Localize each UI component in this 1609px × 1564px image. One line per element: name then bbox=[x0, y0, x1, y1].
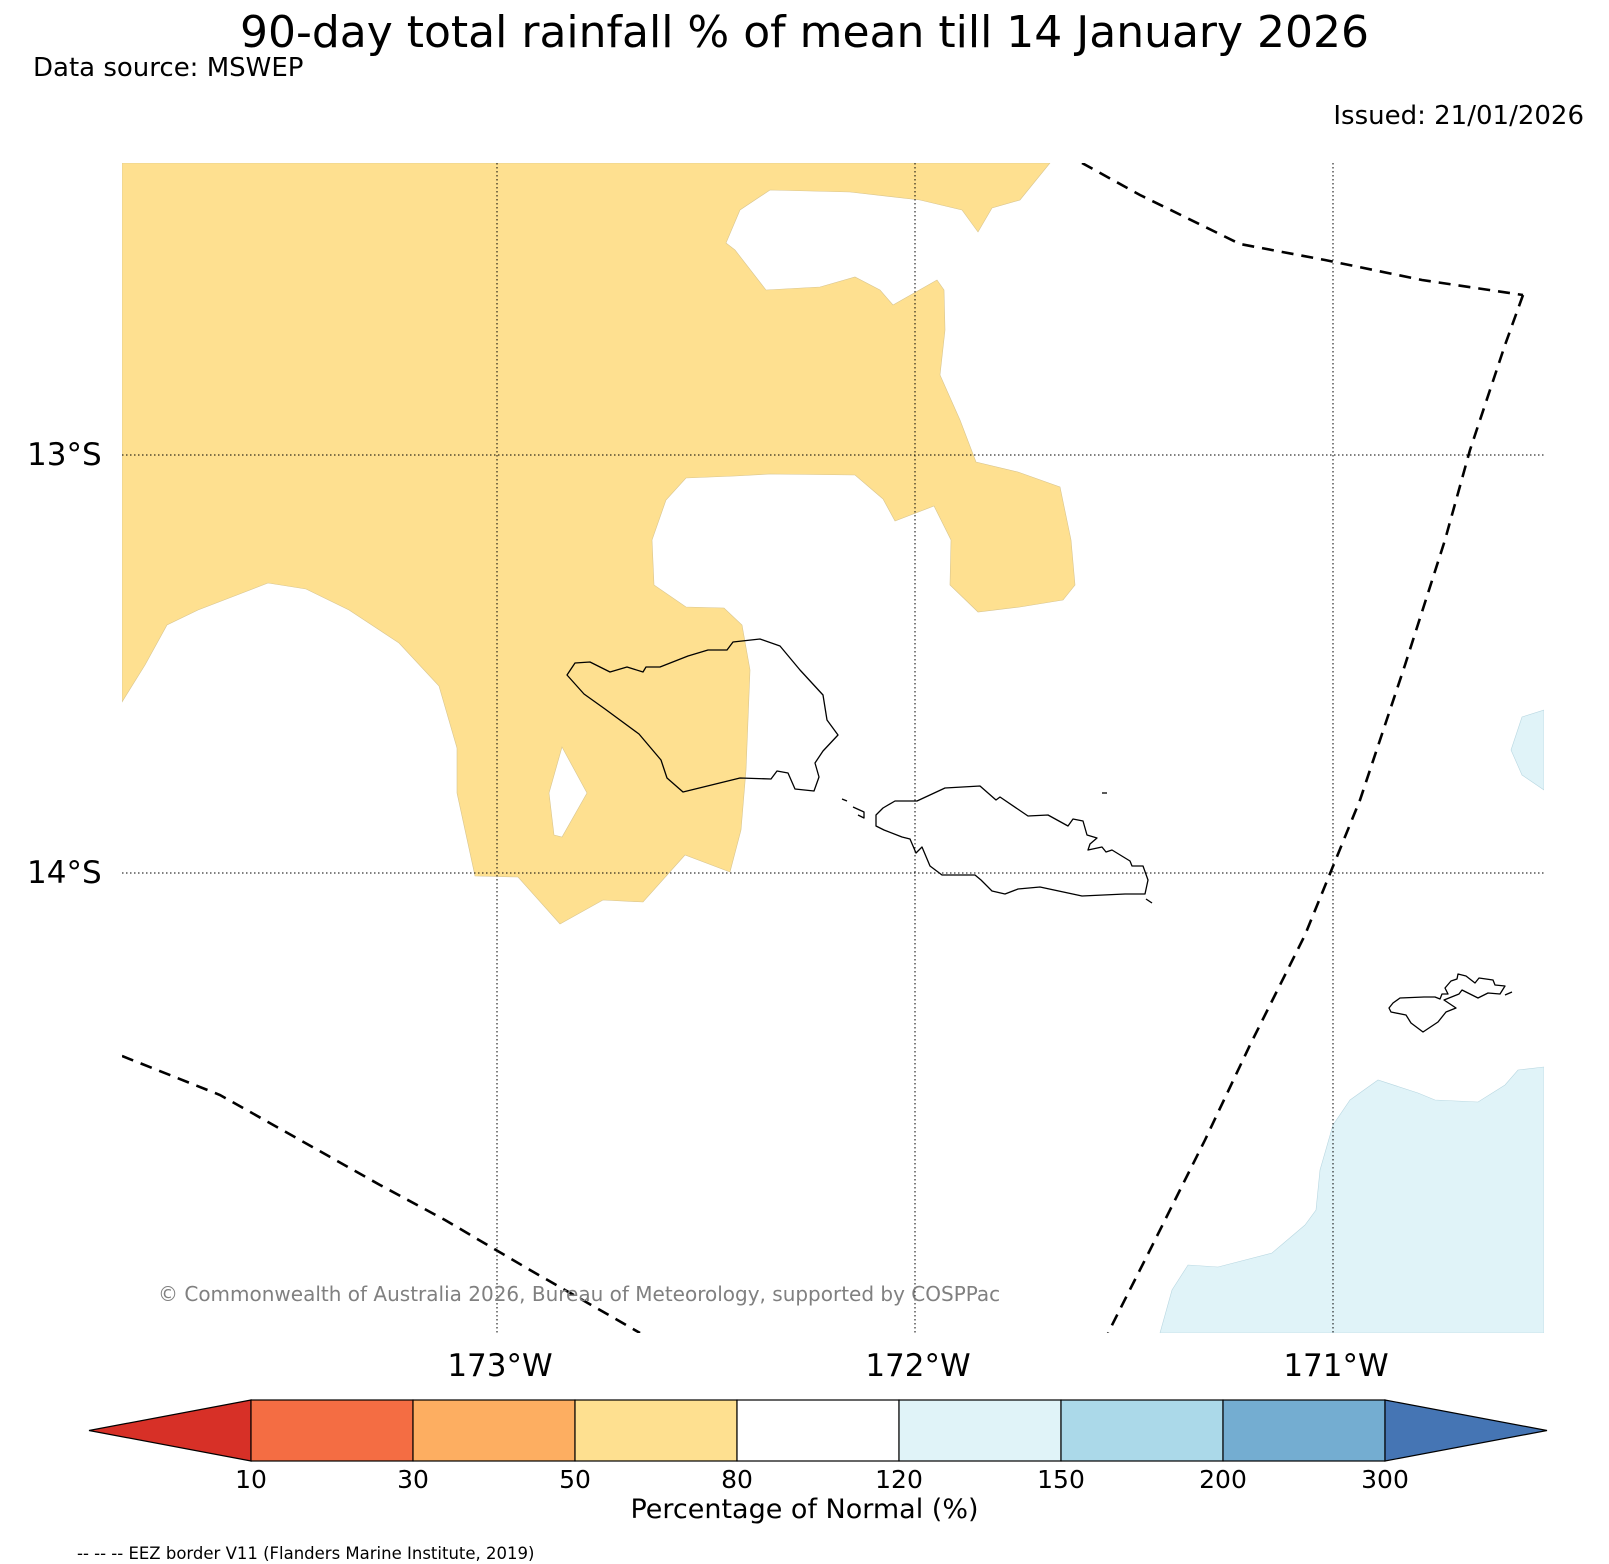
colorbar-segment bbox=[250, 1399, 414, 1462]
copyright-notice: © Commonwealth of Australia 2026, Bureau… bbox=[158, 1282, 1001, 1306]
colorbar-segment bbox=[1222, 1399, 1386, 1462]
colorbar-extend-low bbox=[88, 1399, 252, 1462]
data-source-label: Data source: MSWEP bbox=[33, 53, 304, 83]
above-normal-region-east bbox=[1510, 709, 1544, 791]
lat-label-13s: 13°S bbox=[27, 437, 102, 473]
colorbar-segment bbox=[1060, 1399, 1224, 1462]
colorbar-tick: 300 bbox=[1361, 1465, 1409, 1494]
above-normal-region-southeast bbox=[1159, 1066, 1544, 1333]
lon-label-172w: 172°W bbox=[865, 1348, 971, 1384]
apolima-islet-outline bbox=[841, 798, 848, 802]
tutuila-east-islet-outline bbox=[1504, 991, 1513, 996]
issued-date: Issued: 21/01/2026 bbox=[1333, 101, 1584, 131]
savaii-island-outline bbox=[566, 638, 839, 793]
colorbar-tick: 200 bbox=[1199, 1465, 1247, 1494]
eez-border bbox=[122, 163, 1525, 1333]
colorbar-tick: 10 bbox=[235, 1465, 267, 1494]
colorbar-segment bbox=[574, 1399, 738, 1462]
colorbar-tick: 120 bbox=[875, 1465, 923, 1494]
upolu-east-tip-outline bbox=[1145, 898, 1153, 904]
colorbar-segment bbox=[898, 1399, 1062, 1462]
eez-footnote: -- -- -- EEZ border V11 (Flanders Marine… bbox=[77, 1544, 535, 1563]
colorbar-tick: 150 bbox=[1037, 1465, 1085, 1494]
colorbar-tick: 50 bbox=[559, 1465, 591, 1494]
lon-label-171w: 171°W bbox=[1283, 1348, 1389, 1384]
lat-label-14s: 14°S bbox=[27, 855, 102, 891]
colorbar-tick: 30 bbox=[397, 1465, 429, 1494]
manono-islet-outline bbox=[852, 806, 865, 819]
map-title: 90-day total rainfall % of mean till 14 … bbox=[239, 7, 1370, 58]
colorbar-segment bbox=[412, 1399, 576, 1462]
upolu-island-outline bbox=[875, 785, 1149, 897]
below-normal-region bbox=[122, 163, 1076, 925]
colorbar-extend-high bbox=[1384, 1399, 1548, 1462]
tutuila-island-outline bbox=[1388, 973, 1506, 1033]
colorbar-tick: 80 bbox=[721, 1465, 753, 1494]
lon-label-173w: 173°W bbox=[447, 1348, 553, 1384]
graticule bbox=[122, 163, 1544, 1333]
colorbar-label: Percentage of Normal (%) bbox=[630, 1494, 979, 1525]
colorbar-segment bbox=[736, 1399, 900, 1462]
